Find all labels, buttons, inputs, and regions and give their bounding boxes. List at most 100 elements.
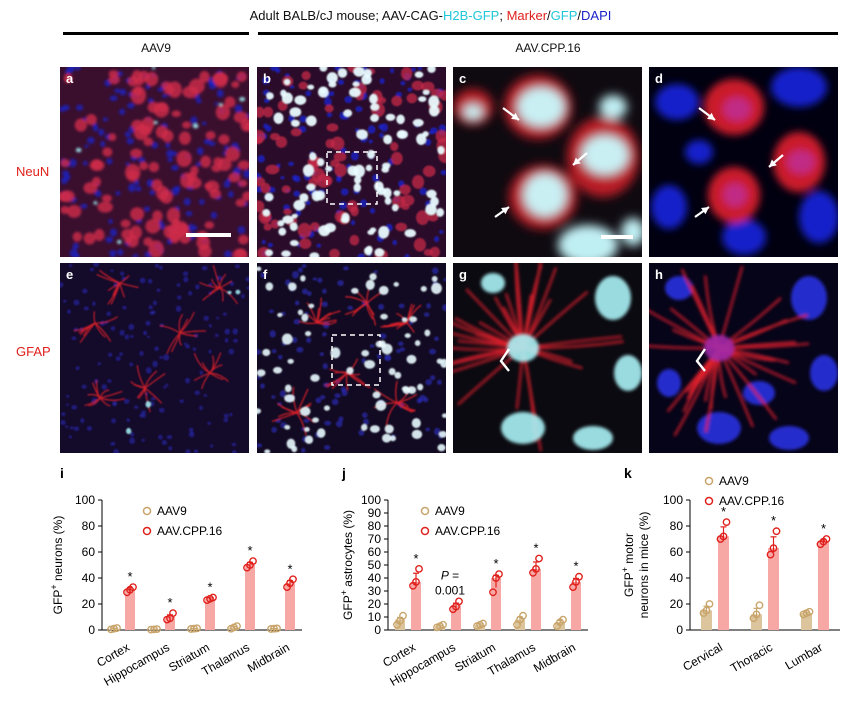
cell	[414, 340, 421, 347]
cell	[349, 234, 360, 246]
cell	[182, 121, 192, 129]
y-tick-label: 80	[82, 519, 96, 533]
cell	[378, 285, 389, 295]
cell	[238, 234, 249, 245]
cell	[238, 179, 248, 187]
cell	[351, 287, 359, 294]
cell	[128, 183, 136, 192]
cell	[381, 343, 393, 355]
cell	[171, 186, 180, 196]
cell	[141, 438, 145, 442]
cell	[135, 186, 142, 192]
cell	[216, 89, 224, 98]
cell	[235, 198, 246, 207]
cell	[210, 444, 214, 448]
astrocyte-process	[219, 273, 227, 289]
cell	[301, 264, 307, 268]
cell	[353, 67, 365, 77]
panel-c-letter: c	[459, 71, 467, 86]
cell	[73, 299, 80, 306]
legend-label: AAV.CPP.16	[435, 524, 500, 538]
cell	[372, 391, 381, 399]
cell	[319, 87, 326, 94]
cell	[363, 69, 372, 79]
cell	[120, 271, 125, 276]
cell	[299, 238, 312, 249]
cell	[171, 165, 179, 171]
cell	[398, 303, 405, 309]
cell	[214, 333, 219, 338]
cell	[353, 164, 365, 178]
cell	[237, 226, 246, 234]
cell	[176, 150, 192, 168]
panel-a: a	[60, 67, 249, 257]
cell	[301, 447, 306, 453]
cell	[417, 67, 423, 71]
cell	[94, 190, 102, 197]
cell	[440, 169, 446, 176]
y-tick-label: 20	[670, 597, 684, 611]
cell	[229, 412, 233, 417]
cell	[378, 226, 390, 239]
cell	[260, 383, 265, 389]
cell	[427, 67, 436, 73]
astrocyte-process	[94, 322, 106, 338]
cell	[168, 223, 181, 235]
cell	[69, 248, 78, 257]
cell	[217, 157, 232, 172]
cell	[235, 248, 247, 257]
cell	[163, 354, 170, 361]
header-part: Adult BALB/cJ mouse; AAV-CAG-	[249, 8, 444, 23]
cell	[316, 243, 322, 248]
cell	[287, 358, 294, 364]
bar-cpp16	[491, 578, 501, 630]
significance-star: *	[247, 543, 252, 558]
gfp-nucleus	[599, 95, 627, 119]
astrocyte-process	[99, 397, 125, 401]
cell	[283, 208, 292, 215]
cell	[277, 312, 283, 318]
cell	[389, 68, 395, 74]
cell	[109, 95, 118, 102]
cell	[369, 93, 378, 105]
cell	[303, 418, 310, 423]
cell	[257, 106, 265, 118]
cpp-group-label: AAV.CPP.16	[515, 41, 581, 55]
cell	[437, 146, 445, 155]
cell	[393, 282, 399, 287]
cell	[288, 282, 297, 291]
cell	[114, 88, 121, 94]
chevron-marker	[499, 348, 510, 372]
cell	[361, 350, 370, 357]
cell	[429, 130, 435, 135]
cell	[368, 139, 373, 144]
cell	[277, 220, 285, 227]
legend-label: AAV.CPP.16	[157, 524, 222, 538]
cell	[154, 263, 159, 268]
cell	[188, 427, 194, 432]
data-point	[110, 624, 118, 633]
cell	[257, 443, 263, 448]
significance-star: *	[287, 561, 292, 576]
cell	[315, 190, 326, 201]
cell	[431, 282, 442, 295]
cell	[140, 410, 147, 415]
data-point	[249, 557, 257, 566]
cell	[394, 371, 402, 379]
cell	[68, 264, 73, 268]
cell	[122, 305, 127, 310]
cell	[203, 315, 210, 321]
cell	[301, 313, 309, 322]
cell	[101, 194, 112, 203]
scale-bar	[186, 233, 231, 237]
data-point	[489, 588, 497, 597]
cell	[225, 146, 240, 162]
cell	[322, 288, 327, 294]
cell	[290, 119, 300, 127]
cell	[209, 189, 222, 199]
cell	[340, 188, 349, 196]
panel-f: f	[257, 263, 446, 453]
cell	[127, 169, 138, 180]
data-point	[755, 601, 764, 610]
cell	[262, 348, 271, 357]
